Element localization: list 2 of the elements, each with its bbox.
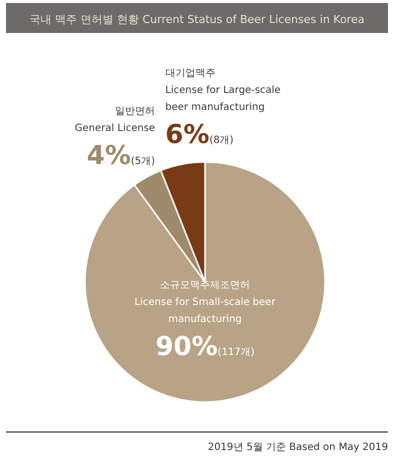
chart-title: 국내 맥주 면허별 현황 Current Status of Beer Licenses in Korea [30, 13, 364, 26]
text: 2019년 5월 기준 Based on May 2019 [208, 442, 388, 453]
